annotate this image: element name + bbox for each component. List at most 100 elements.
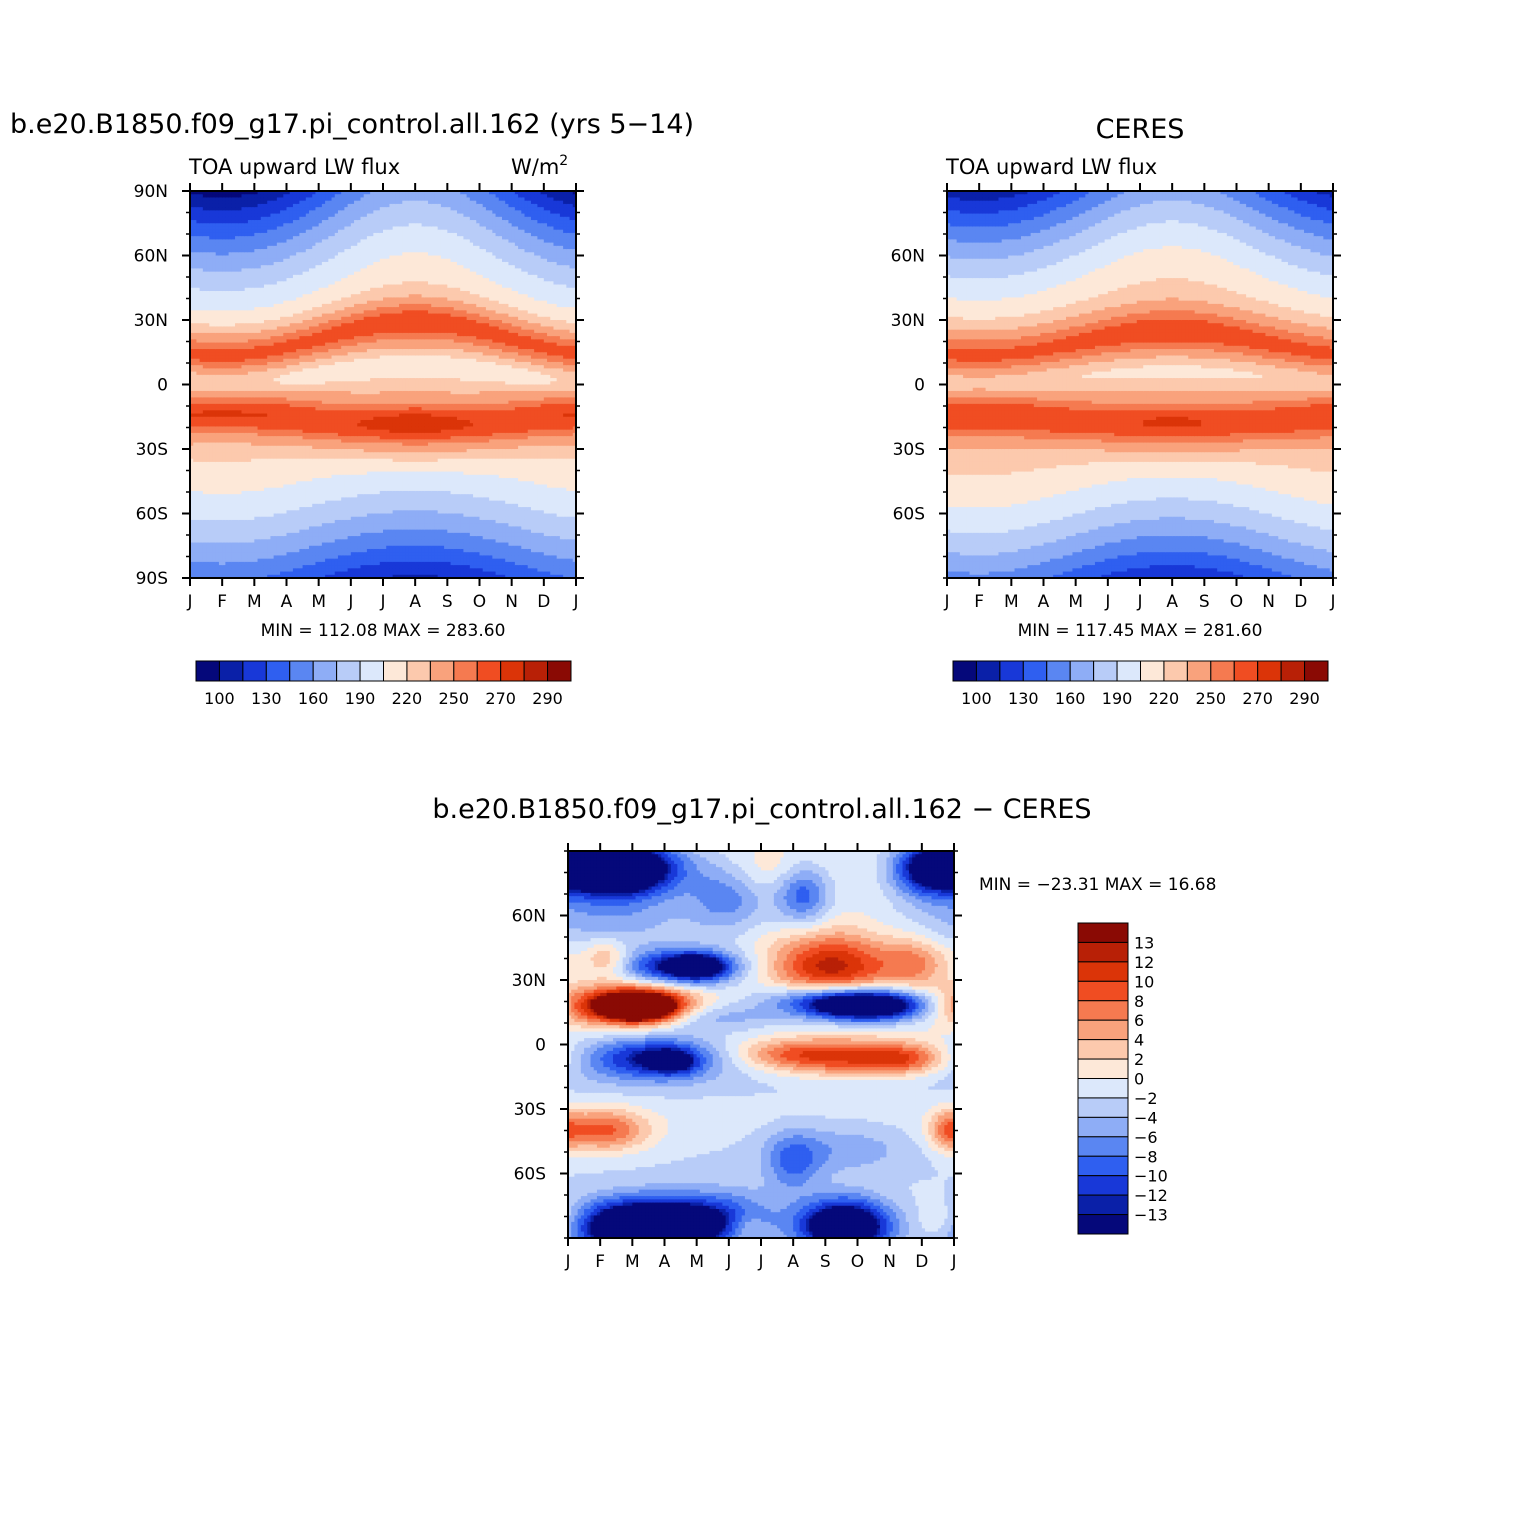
model-cell [225, 236, 230, 240]
model-cell [225, 255, 230, 260]
model-cell [190, 300, 194, 305]
model-cell [212, 200, 217, 205]
model-cell [222, 461, 226, 466]
model-cell [209, 207, 214, 211]
model-cell [206, 349, 210, 353]
model-cell [199, 271, 204, 276]
model-cell [215, 397, 220, 402]
model-cell [190, 439, 194, 444]
model-cell [196, 452, 201, 457]
model-cell [225, 349, 230, 353]
model-cell [212, 374, 217, 379]
model-cell [206, 271, 210, 276]
model-cell [196, 426, 201, 431]
model-cell [196, 390, 201, 395]
model-cell [222, 345, 226, 350]
model-cell [218, 323, 223, 328]
model-cell [215, 513, 220, 518]
model-cell [218, 223, 223, 228]
model-title: b.e20.B1850.f09_g17.pi_control.all.162 (… [10, 109, 694, 140]
model-cell [222, 516, 226, 521]
model-cell [202, 500, 207, 505]
model-cell [209, 426, 214, 431]
model-cell [218, 355, 223, 360]
model-cell [196, 565, 201, 569]
model-cell [222, 371, 226, 376]
model-cell [209, 561, 214, 566]
model-cell [222, 432, 226, 437]
model-cell [215, 239, 220, 244]
model-cell [222, 303, 226, 308]
model-cell [196, 242, 201, 247]
model-cell [222, 297, 226, 302]
model-cell [206, 281, 210, 286]
model-cell [215, 274, 220, 279]
model-cell [206, 539, 210, 544]
model-cell [222, 452, 226, 457]
model-cell [196, 571, 201, 576]
model-cell [202, 378, 207, 382]
model-cell [222, 407, 226, 411]
model-cell [218, 484, 223, 489]
model-cell [196, 220, 201, 224]
model-cell [193, 232, 198, 237]
model-cell [206, 494, 210, 498]
model-cell [193, 303, 198, 308]
model-cell [190, 465, 194, 469]
model-cell [209, 429, 214, 434]
model-cell [212, 352, 217, 357]
model-cell [196, 510, 201, 515]
model-cell [193, 565, 198, 569]
model-cell [202, 361, 207, 366]
model-cell [212, 274, 217, 279]
model-cell [202, 381, 207, 386]
model-cell [212, 571, 217, 576]
model-cell [215, 384, 220, 389]
model-cell [222, 358, 226, 363]
model-cell [215, 216, 220, 221]
model-cell [218, 397, 223, 402]
model-cell [206, 378, 210, 382]
model-cell [225, 271, 230, 276]
model-cell [196, 568, 201, 573]
model-cell [212, 336, 217, 340]
model-cell [225, 336, 230, 340]
model-cell [225, 213, 230, 218]
model-cell [202, 261, 207, 266]
model-cell [222, 236, 226, 240]
model-cell [193, 368, 198, 373]
model-cell [206, 345, 210, 350]
model-cell [222, 191, 226, 195]
model-cell [193, 349, 198, 353]
model-cell [212, 548, 217, 553]
model-cell [215, 565, 220, 569]
model-cell [202, 487, 207, 492]
model-cell [212, 339, 217, 344]
model-cell [202, 268, 207, 273]
model-cell [209, 500, 214, 505]
model-cell [202, 410, 207, 415]
model-cell [218, 378, 223, 382]
model-cell [212, 439, 217, 444]
model-cell [190, 507, 194, 511]
model-cell [199, 445, 204, 450]
model-cell [209, 323, 214, 328]
model-cell [202, 316, 207, 321]
model-cell [193, 432, 198, 437]
model-cell [218, 274, 223, 279]
model-cell [199, 490, 204, 495]
model-cell [222, 252, 226, 257]
model-cell [190, 249, 194, 253]
model-cell [190, 268, 194, 273]
model-cell [222, 384, 226, 389]
model-cell [212, 500, 217, 505]
model-cell [218, 536, 223, 540]
model-cell [199, 494, 204, 498]
model-cell [209, 216, 214, 221]
model-cell [222, 387, 226, 392]
model-cell [209, 516, 214, 521]
model-cell [218, 371, 223, 376]
model-cell [218, 203, 223, 208]
model-cell [218, 500, 223, 505]
model-cell [206, 513, 210, 518]
